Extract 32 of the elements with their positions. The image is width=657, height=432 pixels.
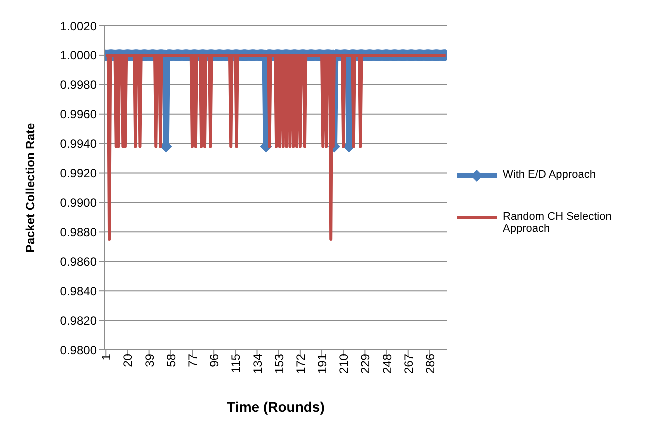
y-tick-label: 0.9920 [60,166,98,181]
y-tick-label: 0.9980 [60,78,98,92]
y-tick-label: 0.9800 [60,343,98,358]
x-tick-label: 134 [250,354,265,374]
y-tick-label: 0.9960 [60,108,98,122]
x-tick-label: 153 [272,354,286,374]
y-tick-label: 0.9940 [60,137,98,152]
x-tick-label: 58 [164,354,178,368]
x-tick-label: 229 [358,354,373,374]
x-tick-label: 286 [423,354,438,374]
legend-label: Random CH Selection Approach [503,211,613,235]
y-tick-label: 0.9880 [60,225,98,240]
y-axis-title: Packet Collection Rate [23,122,38,253]
legend-label: With E/D Approach [503,169,596,181]
y-tick-label: 1.0000 [60,48,98,63]
x-tick-label: 77 [186,354,200,368]
x-tick-label: 267 [402,354,416,374]
x-tick-label: 1 [100,354,114,361]
x-axis-title: Time (Rounds) [227,399,325,415]
y-tick-label: 0.9860 [60,254,98,269]
y-tick-label: 0.9820 [60,314,98,328]
x-tick-label: 191 [316,354,330,374]
x-tick-label: 115 [229,354,244,374]
y-tick-label: 1.0020 [60,19,98,34]
x-tick-label: 96 [208,354,222,368]
x-tick-label: 39 [142,354,157,368]
x-tick-label: 210 [337,354,352,374]
x-tick-label: 172 [294,354,308,374]
y-tick-label: 0.9840 [60,284,98,298]
x-tick-label: 20 [121,354,136,368]
x-tick-label: 248 [380,354,394,374]
y-tick-label: 0.9900 [60,196,98,210]
